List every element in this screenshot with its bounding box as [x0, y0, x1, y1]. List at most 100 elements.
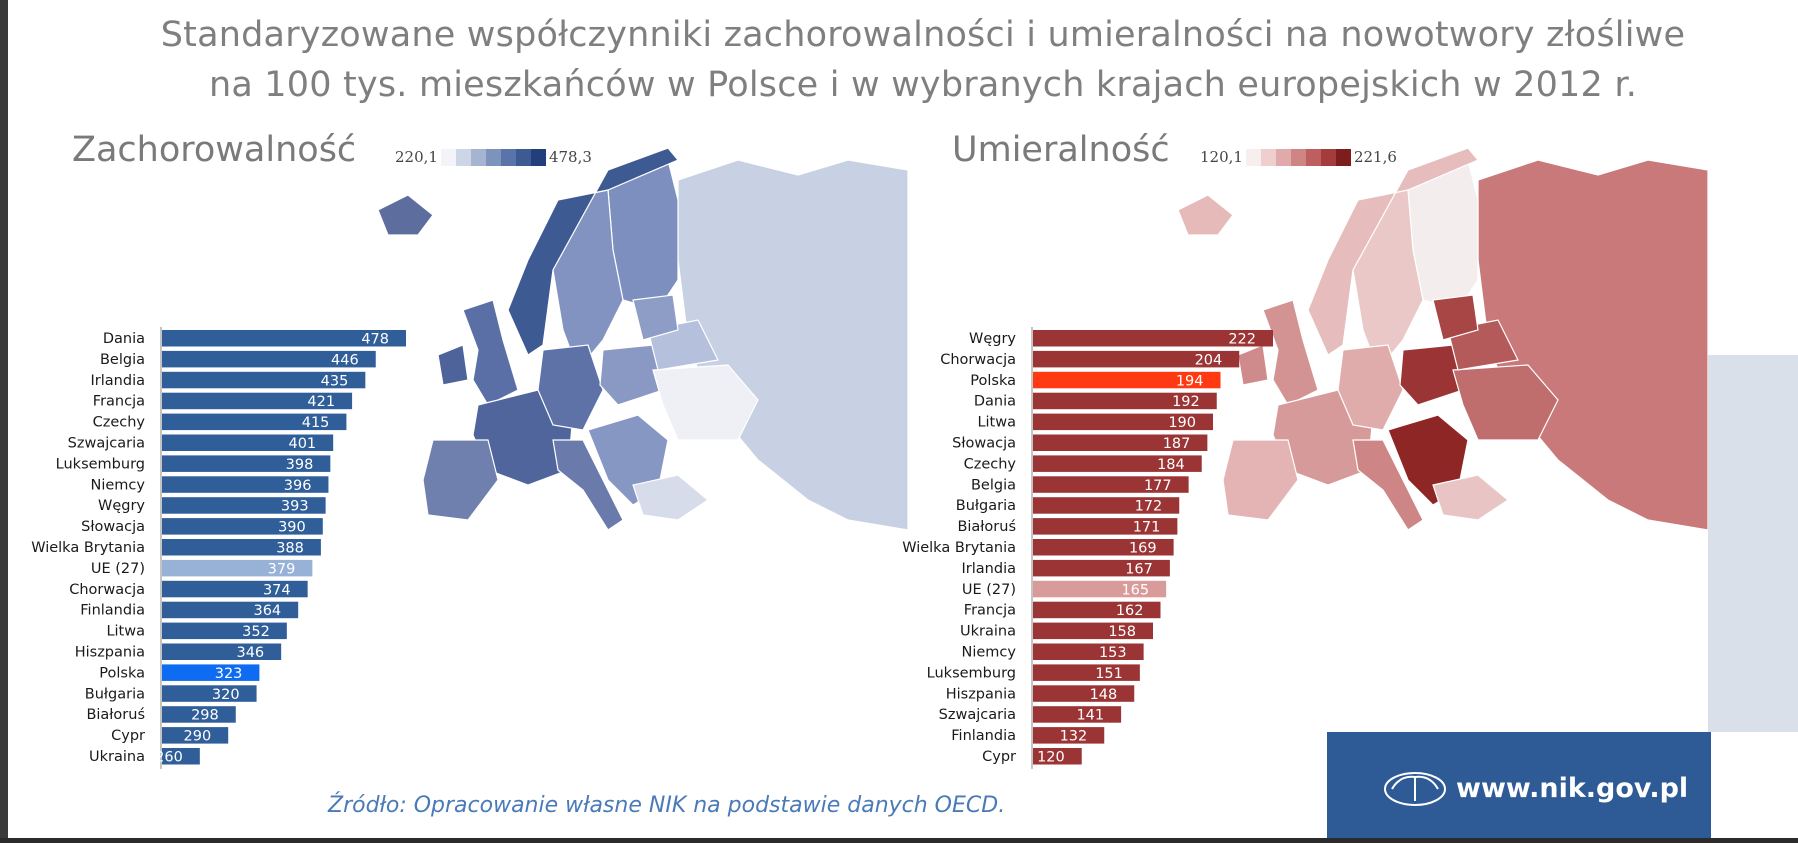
bar [1033, 497, 1180, 514]
category-label: Chorwacja [940, 352, 1016, 368]
bar [1033, 748, 1082, 765]
bar [162, 518, 323, 535]
value-label: 141 [1076, 708, 1104, 724]
category-label: Słowacja [952, 436, 1016, 452]
category-label: Luksemburg [56, 456, 145, 472]
bar [1033, 413, 1213, 431]
value-label: 323 [215, 666, 243, 682]
category-label: Węgry [969, 331, 1016, 347]
bar [1033, 601, 1161, 619]
value-label: 204 [1195, 352, 1223, 368]
slide: Standaryzowane współczynniki zachorowaln… [8, 0, 1798, 838]
value-label: 162 [1116, 603, 1144, 619]
bar [1033, 622, 1153, 640]
category-label: Czechy [93, 415, 146, 431]
value-label: 222 [1228, 332, 1256, 348]
window-bottom-edge [0, 838, 1798, 843]
category-label: Finlandia [951, 728, 1016, 744]
category-label: Luksemburg [927, 665, 1016, 681]
map-italy [552, 439, 624, 531]
bar [162, 643, 282, 660]
value-label: 435 [321, 373, 349, 389]
map-italy [1352, 439, 1424, 531]
map-turkey-greece [1432, 474, 1510, 521]
bar [162, 706, 236, 723]
category-label: Dania [974, 394, 1016, 410]
bar [162, 476, 329, 493]
legend-swatch [1320, 148, 1336, 166]
bar [162, 727, 229, 744]
bar [162, 622, 287, 640]
category-label: Polska [970, 373, 1016, 389]
mortality-europe-map [1178, 147, 1708, 531]
title-line-2: na 100 tys. mieszkańców w Polsce i w wyb… [208, 65, 1638, 105]
legend-swatch [455, 148, 471, 166]
footer-url-link[interactable]: www.nik.gov.pl [1456, 773, 1689, 804]
mortality-legend: 120,1 221,6 [1197, 147, 1400, 167]
mortality-section-title: Umieralność [952, 130, 1170, 170]
bar [162, 330, 406, 347]
incidence-legend-min: 220,1 [395, 148, 438, 166]
value-label: 260 [155, 750, 183, 766]
value-label: 398 [286, 457, 314, 473]
value-label: 478 [361, 332, 389, 348]
map-norway [1307, 147, 1479, 356]
value-label: 446 [331, 352, 359, 368]
bar [162, 497, 326, 514]
bar [162, 539, 321, 556]
bar [162, 559, 313, 577]
bar [162, 685, 257, 702]
bar [1033, 518, 1178, 535]
value-label: 290 [184, 729, 212, 745]
value-label: 132 [1060, 729, 1088, 745]
map-russia [1477, 159, 1708, 531]
slide-title: Standaryzowane współczynniki zachorowaln… [8, 10, 1798, 110]
category-label: Irlandia [962, 561, 1016, 577]
category-label: Polska [99, 665, 145, 681]
value-label: 167 [1125, 561, 1153, 577]
value-label: 190 [1168, 415, 1196, 431]
legend-swatch [1260, 148, 1276, 166]
category-label: Dania [103, 331, 145, 347]
legend-swatch [1290, 148, 1306, 166]
value-label: 401 [288, 436, 316, 452]
legend-swatch [515, 148, 531, 166]
mortality-bar-chart: Węgry 222 Chorwacja 204 Polska 194 Dania 192 Lit… [902, 327, 1273, 769]
bar [162, 580, 308, 598]
category-label: Niemcy [962, 645, 1017, 661]
category-label: Wielka Brytania [31, 540, 145, 556]
category-label: Belgia [100, 352, 145, 368]
incidence-europe-map [378, 147, 908, 531]
source-note: Źródło: Opracowanie własne NIK na podsta… [328, 793, 1006, 818]
category-label: Ukraina [89, 749, 145, 765]
mortality-legend-min: 120,1 [1200, 148, 1243, 166]
legend-swatch [485, 148, 501, 166]
map-poland [599, 344, 664, 406]
bar [1033, 539, 1174, 556]
value-label: 388 [276, 541, 304, 557]
bar [162, 413, 347, 431]
map-ireland [437, 344, 469, 386]
footer-banner[interactable] [1327, 732, 1711, 838]
value-label: 120 [1037, 750, 1065, 766]
map-iberia [422, 439, 499, 521]
mortality-legend-max: 221,6 [1353, 148, 1397, 166]
map-ukraine [652, 364, 759, 441]
map-germany [1337, 344, 1404, 431]
bar [1033, 330, 1273, 347]
value-label: 352 [242, 624, 270, 640]
map-turkey-greece [632, 474, 710, 521]
legend-swatch [530, 148, 546, 166]
bar [1033, 371, 1221, 389]
value-label: 172 [1135, 499, 1163, 515]
bar [162, 350, 376, 368]
legend-swatch [500, 148, 516, 166]
bar [1033, 559, 1170, 577]
map-ireland [1237, 344, 1269, 386]
legend-swatch [1305, 148, 1321, 166]
value-label: 393 [281, 499, 309, 515]
category-label: Białoruś [957, 519, 1016, 535]
bar [1033, 580, 1167, 598]
bar [1033, 392, 1217, 410]
bar [1033, 727, 1105, 744]
